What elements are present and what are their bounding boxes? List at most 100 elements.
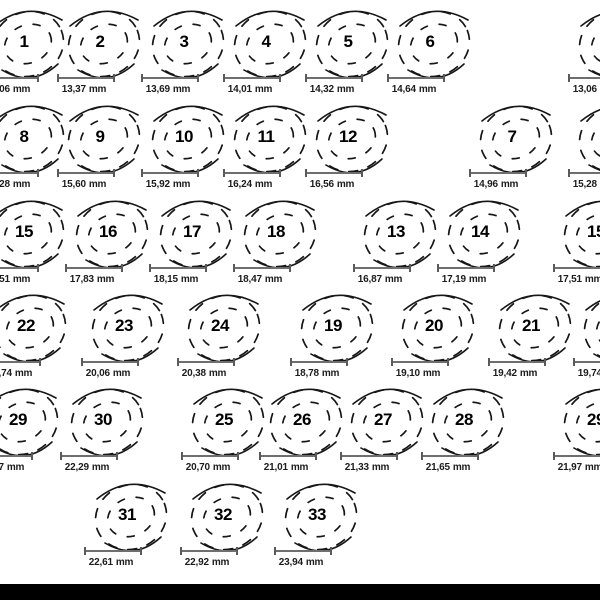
diameter-value: 21,33 [344,462,369,473]
diameter-ruler [0,74,39,82]
ring-number: 33 [308,505,326,524]
diameter-value: 13,06 [572,84,597,95]
diameter-value: 14,32 [309,84,334,95]
diameter-value: 14,96 [473,179,498,190]
diameter-label: 19,74 mm [490,368,600,379]
diameter-value: 20,06 [85,368,110,379]
diameter-ruler [141,74,199,82]
diameter-label: 14,64 mm [304,84,524,95]
diameter-ruler [81,358,139,366]
diameter-unit: mm [208,368,227,379]
ring-number: 16 [99,222,117,241]
diameter-unit: mm [172,179,191,190]
diameter-ruler [0,264,39,272]
diameter-label: 20,38 mm [94,368,314,379]
ring-sketch-icon [94,483,168,552]
diameter-unit: mm [584,274,600,285]
diameter-ruler [0,358,41,366]
diameter-value: 14,64 [391,84,416,95]
diameter-ruler [305,74,363,82]
diameter-unit: mm [96,274,115,285]
page-edge-bar [0,584,600,600]
diameter-ruler [60,452,118,460]
diameter-value: 18,78 [294,368,319,379]
ring-number: 32 [214,505,232,524]
diameter-label: 22,92 mm [97,557,317,568]
diameter-label: 17,83 mm [0,274,202,285]
diameter-ruler [149,264,207,272]
diameter-unit: mm [384,274,403,285]
ring-sketch-icon [187,294,261,363]
ring-number: 26 [293,410,311,429]
diameter-label: 17,19 mm [354,274,574,285]
diameter-ruler [141,169,199,177]
diameter-unit: mm [371,462,390,473]
diameter-label: 22,29 mm [0,462,197,473]
ring-sketch-icon [363,200,437,269]
diameter-unit: mm [12,179,31,190]
ring-number: 4 [261,32,271,51]
ring-number: 31 [118,505,136,524]
diameter-value: 20,38 [181,368,206,379]
diameter-value: 21,01 [263,462,288,473]
diameter-label: 15,28 mm [485,179,600,190]
ring-number: 29 [587,410,600,429]
ring-number: 28 [455,410,473,429]
ring-number: 21 [522,316,540,335]
diameter-value: 16,87 [357,274,382,285]
diameter-unit: mm [336,84,355,95]
diameter-ruler [181,452,239,460]
ring-number: 23 [115,316,133,335]
diameter-value: 20,70 [185,462,210,473]
diameter-value: 15,28 [0,179,10,190]
ring-number: 1 [19,32,29,51]
diameter-ruler [180,547,238,555]
ring-number: 3 [179,32,189,51]
diameter-unit: mm [264,274,283,285]
diameter-label: 20,06 mm [0,368,218,379]
diameter-unit: mm [290,462,309,473]
diameter-label: 19,42 mm [405,368,600,379]
diameter-unit: mm [91,462,110,473]
diameter-label: 15,60 mm [0,179,194,190]
diameter-value: 19,42 [492,368,517,379]
diameter-ruler [391,358,449,366]
ring-number: 1 [569,32,600,52]
diameter-value: 17,83 [69,274,94,285]
diameter-unit: mm [211,557,230,568]
diameter-value: 19,74 [577,368,600,379]
diameter-value: 14,01 [227,84,252,95]
diameter-ruler [177,358,235,366]
diameter-unit: mm [115,557,134,568]
ring-number: 22 [574,316,600,336]
ring-number: 27 [374,410,392,429]
ring-sketch-icon [563,388,600,457]
ring-number: 18 [267,222,285,241]
diameter-unit: mm [584,462,600,473]
diameter-unit: mm [180,274,199,285]
diameter-ruler [573,358,600,366]
diameter-label: 14,96 mm [386,179,600,190]
diameter-unit: mm [519,368,538,379]
diameter-ruler [84,547,142,555]
diameter-unit: mm [422,368,441,379]
diameter-unit: mm [212,462,231,473]
diameter-unit: mm [452,462,471,473]
ring-number: 29 [9,410,27,429]
diameter-ruler [57,169,115,177]
diameter-unit: mm [88,179,107,190]
diameter-ruler [290,358,348,366]
diameter-value: 16,24 [227,179,252,190]
ring-number: 17 [183,222,201,241]
diameter-unit: mm [468,274,487,285]
ring-number: 30 [94,410,112,429]
ring-number: 9 [95,127,105,146]
diameter-value: 21,65 [425,462,450,473]
diameter-unit: mm [305,557,324,568]
diameter-value: 16,56 [309,179,334,190]
diameter-unit: mm [418,84,437,95]
